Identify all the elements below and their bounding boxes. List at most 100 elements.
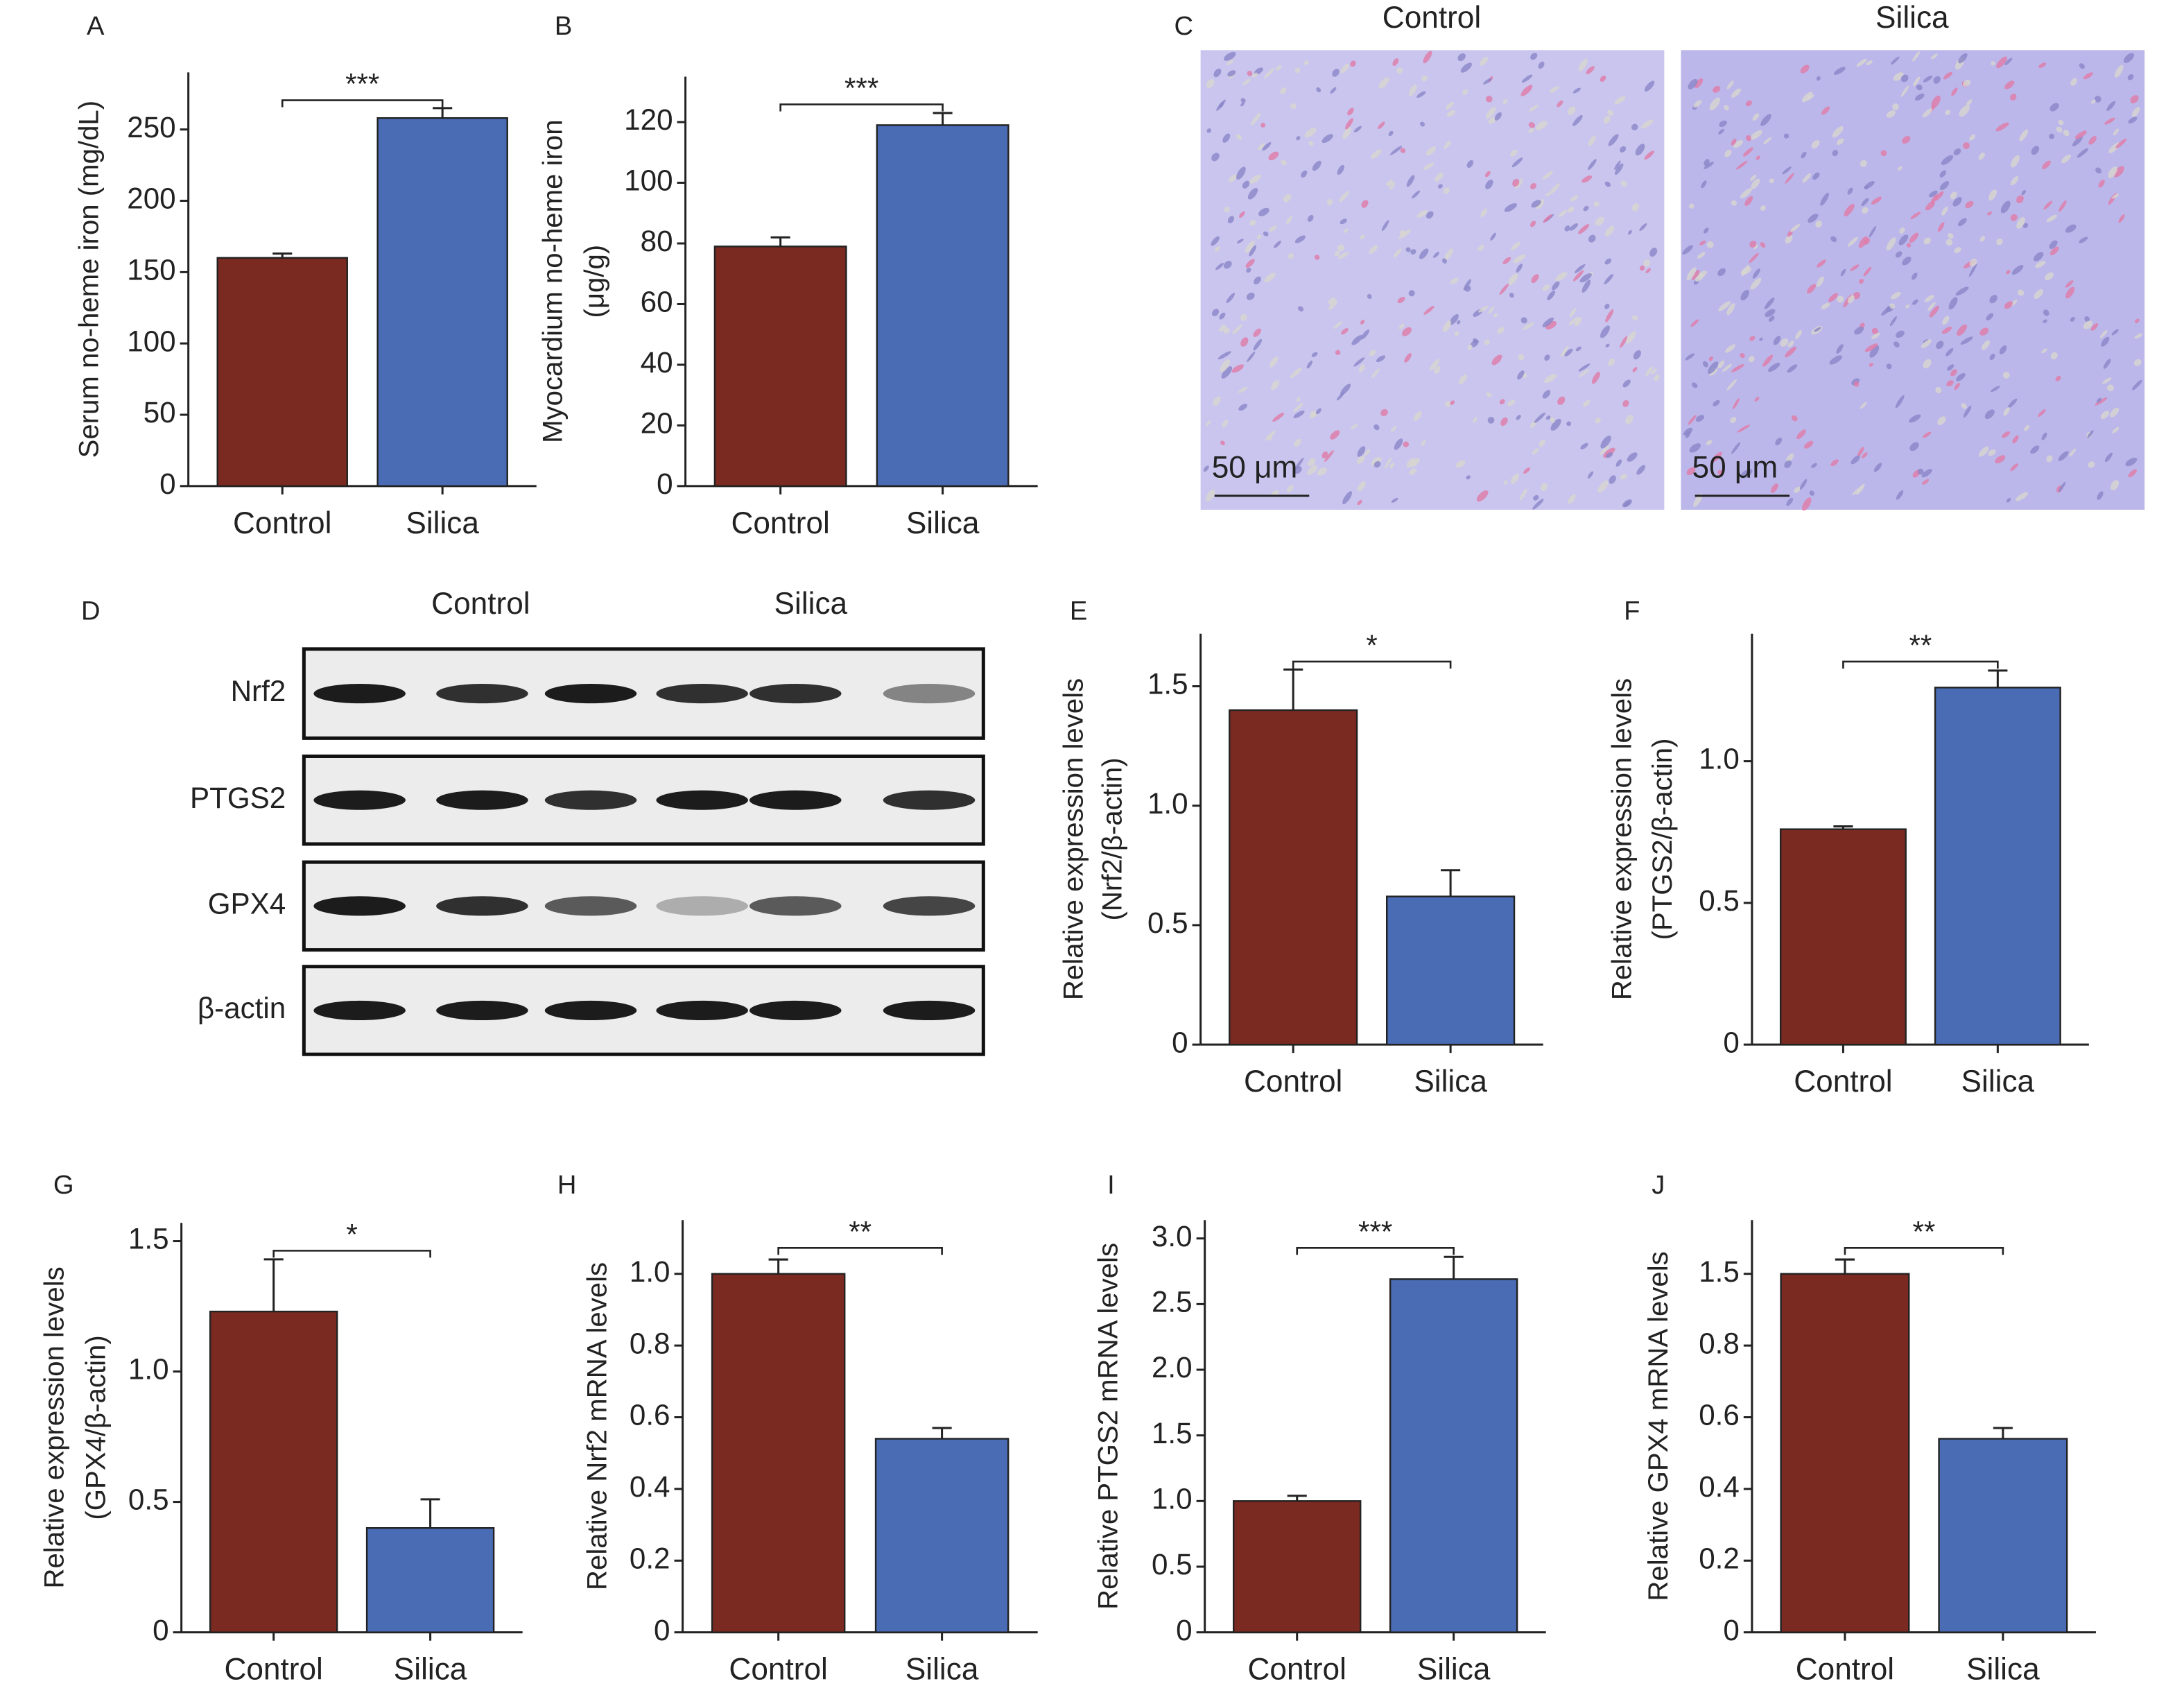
- cell-nucleus: [1923, 237, 1931, 245]
- y-tick-label: 0: [153, 1614, 168, 1646]
- cell-nucleus: [1941, 155, 1954, 165]
- cell-nucleus: [1851, 455, 1860, 465]
- panel-letter: B: [555, 11, 572, 41]
- cell-nucleus: [1572, 270, 1584, 282]
- y-tick-label: 80: [641, 225, 673, 257]
- cell-nucleus: [1820, 192, 1829, 206]
- cell-nucleus: [1528, 105, 1539, 112]
- cell-nucleus: [1909, 232, 1919, 243]
- cell-nucleus: [2104, 117, 2115, 125]
- cell-nucleus: [1294, 67, 1301, 74]
- cell-nucleus: [2090, 323, 2099, 331]
- cell-nucleus: [1922, 479, 1930, 485]
- cell-nucleus: [1557, 396, 1566, 405]
- blot-band: [313, 896, 406, 916]
- cell-nucleus: [1264, 273, 1276, 283]
- cell-nucleus: [1206, 79, 1215, 89]
- cell-nucleus: [1206, 420, 1211, 427]
- blot-band: [436, 1000, 528, 1021]
- cell-nucleus: [1695, 273, 1704, 282]
- blot-band: [749, 684, 842, 704]
- cell-nucleus: [2083, 320, 2093, 329]
- cell-nucleus: [1457, 320, 1461, 325]
- cell-nucleus: [1485, 95, 1493, 103]
- cell-nucleus: [1745, 100, 1752, 107]
- cell-nucleus: [1351, 334, 1363, 345]
- cell-nucleus: [2034, 289, 2043, 299]
- cell-nucleus: [1499, 283, 1509, 295]
- cell-nucleus: [2118, 214, 2125, 223]
- panel-letter: F: [1624, 596, 1640, 626]
- cell-nucleus: [1802, 173, 1812, 183]
- cell-nucleus: [1572, 114, 1583, 126]
- cell-nucleus: [1760, 114, 1771, 126]
- cell-nucleus: [1902, 136, 1911, 144]
- cell-nucleus: [1550, 416, 1555, 423]
- cell-nucleus: [1420, 121, 1425, 127]
- y-tick-label: 0.2: [630, 1542, 670, 1574]
- cell-nucleus: [1542, 171, 1553, 180]
- cell-nucleus: [1931, 95, 1941, 108]
- cell-nucleus: [1328, 300, 1337, 310]
- bar: [711, 1273, 846, 1633]
- cell-nucleus: [1437, 184, 1443, 189]
- cell-nucleus: [2125, 457, 2138, 467]
- cell-nucleus: [2022, 223, 2029, 228]
- cell-nucleus: [1511, 241, 1521, 250]
- cell-nucleus: [2095, 167, 2102, 174]
- cell-nucleus: [1360, 234, 1365, 240]
- cell-nucleus: [1782, 166, 1792, 175]
- cell-nucleus: [1483, 78, 1492, 85]
- cell-nucleus: [1369, 245, 1378, 255]
- cell-nucleus: [1811, 140, 1820, 149]
- cell-nucleus: [1405, 247, 1411, 252]
- y-tick-label: 1.0: [128, 1353, 169, 1386]
- x-tick-label: Control: [233, 506, 331, 540]
- cell-nucleus: [1859, 279, 1864, 284]
- bar: [1233, 1500, 1362, 1633]
- cell-nucleus: [1502, 98, 1508, 105]
- cell-nucleus: [1957, 218, 1967, 227]
- cell-nucleus: [1557, 100, 1563, 107]
- significance-bracket: [1842, 660, 1999, 669]
- cell-nucleus: [2059, 200, 2067, 212]
- cell-nucleus: [1682, 245, 1693, 255]
- cell-nucleus: [1443, 187, 1450, 194]
- y-axis-label: Relative expression levels: [1058, 678, 1089, 1000]
- cell-nucleus: [1251, 72, 1258, 78]
- cell-nucleus: [2043, 309, 2049, 316]
- cell-nucleus: [1507, 399, 1515, 406]
- bar: [1229, 709, 1358, 1046]
- blot-frame: [302, 965, 985, 1056]
- cell-nucleus: [1212, 309, 1220, 316]
- cell-nucleus: [1222, 133, 1231, 143]
- y-axis-label: Myocardium no-heme iron: [537, 119, 568, 442]
- cell-nucleus: [1236, 166, 1246, 180]
- cell-nucleus: [1856, 483, 1865, 495]
- cell-nucleus: [2111, 329, 2119, 336]
- cell-nucleus: [1258, 207, 1269, 216]
- cell-nucleus: [1444, 248, 1453, 261]
- cell-nucleus: [1473, 417, 1477, 423]
- y-tick-label: 0: [1176, 1614, 1192, 1646]
- cell-nucleus: [1724, 344, 1736, 353]
- cell-nucleus: [1600, 76, 1606, 82]
- significance-bracket: [272, 1250, 431, 1258]
- cell-nucleus: [1341, 328, 1349, 335]
- cell-nucleus: [1955, 286, 1969, 296]
- cell-nucleus: [1215, 263, 1224, 270]
- cell-nucleus: [1246, 267, 1251, 273]
- cell-nucleus: [1912, 273, 1918, 280]
- cell-nucleus: [1862, 452, 1868, 458]
- cell-nucleus: [1265, 430, 1276, 440]
- cell-nucleus: [1950, 191, 1957, 200]
- cell-nucleus: [1804, 440, 1814, 449]
- cell-nucleus: [2063, 130, 2070, 137]
- cell-nucleus: [1357, 481, 1366, 492]
- cell-nucleus: [1726, 303, 1735, 316]
- cell-nucleus: [1459, 375, 1468, 385]
- cell-nucleus: [2079, 63, 2085, 69]
- cell-nucleus: [1787, 364, 1798, 373]
- x-tick-label: Control: [731, 506, 829, 540]
- cell-nucleus: [1588, 234, 1596, 243]
